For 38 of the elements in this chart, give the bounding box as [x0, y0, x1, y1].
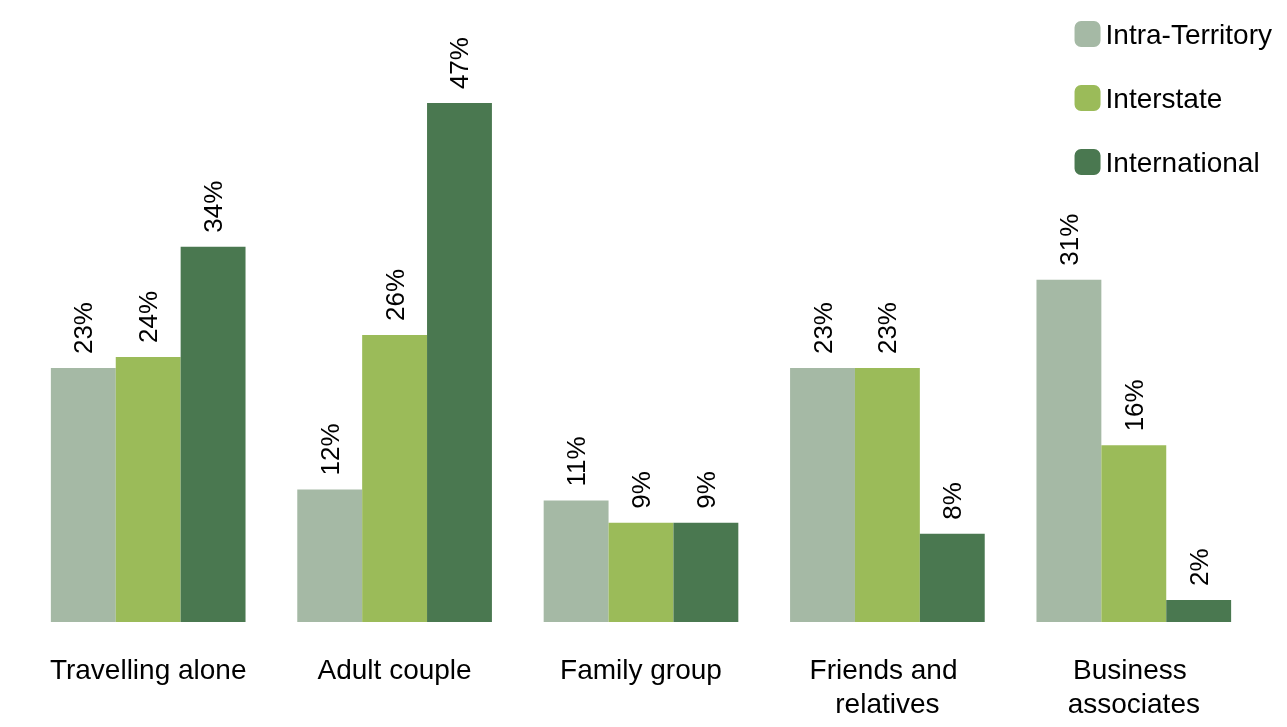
x-tick-label: Friends and relatives: [809, 653, 966, 719]
data-label: 23%: [68, 302, 99, 355]
legend-label: International: [1105, 146, 1260, 178]
bar: [1036, 279, 1102, 622]
bar: [180, 246, 246, 622]
bar: [115, 357, 181, 622]
data-label: 31%: [1053, 213, 1084, 266]
data-label: 23%: [807, 302, 838, 355]
bar: [1101, 445, 1167, 622]
data-label: 23%: [872, 302, 903, 355]
data-label: 47%: [444, 37, 475, 90]
bar: [362, 334, 428, 622]
data-label: 12%: [314, 423, 345, 476]
x-tick-label: Travelling alone: [49, 653, 247, 685]
data-label: 24%: [133, 290, 164, 344]
data-label: 26%: [379, 268, 410, 321]
legend-label: Interstate: [1105, 82, 1223, 114]
data-label: 16%: [1118, 379, 1149, 432]
bar: [1166, 599, 1232, 622]
x-tick-label: Business associates: [1067, 653, 1200, 719]
x-tick-label: Adult couple: [317, 653, 472, 685]
legend-label: Intra-Territory: [1105, 18, 1272, 50]
data-label: 8%: [937, 482, 968, 520]
bar: [919, 533, 985, 622]
bar: [50, 368, 116, 622]
data-label: 11%: [561, 436, 592, 487]
bar: [854, 368, 920, 622]
data-label: 9%: [626, 471, 656, 509]
data-label: 34%: [198, 180, 229, 233]
bar: [427, 103, 492, 622]
bar: [297, 489, 363, 622]
x-tick-label: Family group: [560, 653, 722, 685]
data-label: 9%: [690, 471, 721, 509]
bar: [608, 522, 674, 622]
data-label: 2%: [1183, 548, 1214, 586]
bar: [543, 500, 609, 622]
bar: [790, 368, 855, 622]
bar: [673, 522, 739, 622]
